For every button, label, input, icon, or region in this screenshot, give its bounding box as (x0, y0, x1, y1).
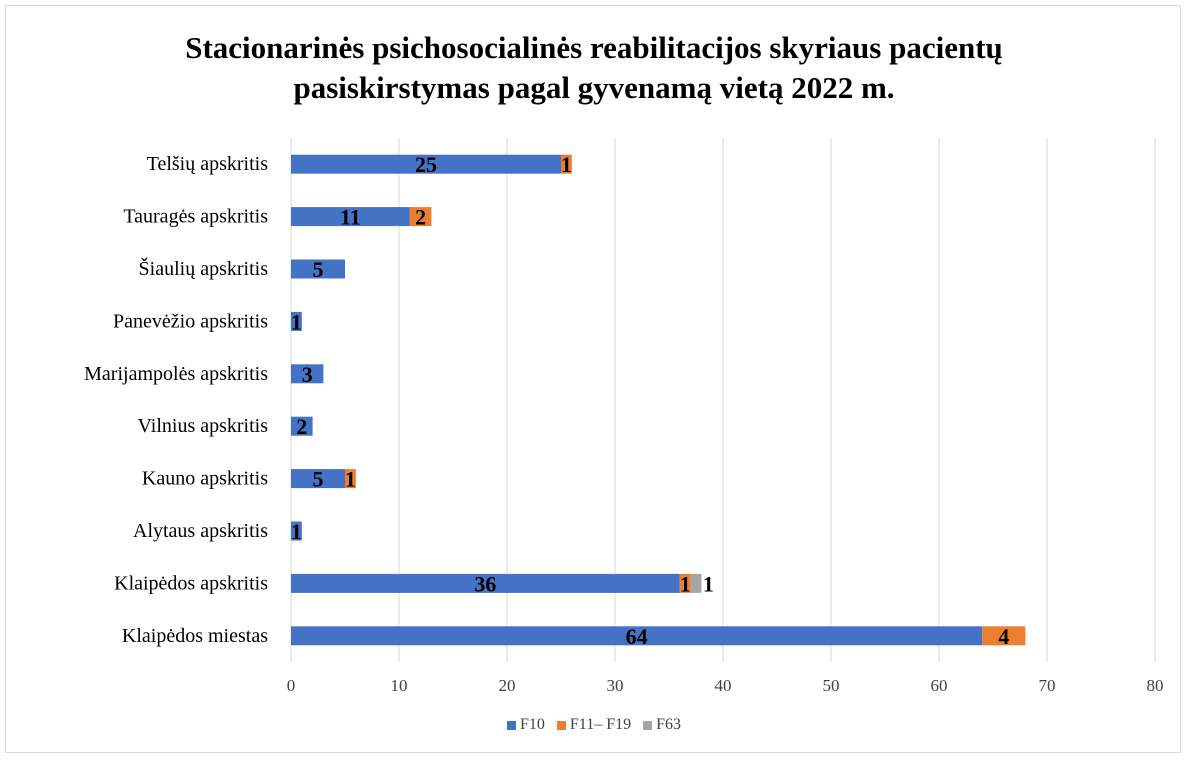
bar-segment-f10 (291, 154, 561, 174)
bar-segment-f10 (291, 364, 324, 384)
bar-segment-f10 (291, 259, 345, 279)
bar-segment-f63 (690, 573, 702, 593)
bar-segment-f11-f19 (561, 154, 572, 174)
x-tick-label: 70 (1039, 676, 1056, 695)
x-tick-label: 0 (287, 676, 296, 695)
x-tick-label: 30 (607, 676, 624, 695)
legend-label: F11– F19 (569, 716, 632, 733)
data-label: 1 (291, 519, 302, 544)
legend-swatch (643, 720, 653, 730)
legend-item: F63 (643, 716, 681, 734)
category-label: Tauragės apskritis (123, 206, 268, 228)
category-label: Šiaulių apskritis (139, 256, 269, 280)
bar-segment-f10 (291, 416, 313, 436)
x-tick-label: 40 (715, 676, 732, 695)
x-tick-label: 20 (499, 676, 516, 695)
category-label: Alytaus apskritis (133, 520, 268, 542)
bar-segment-f10 (291, 469, 345, 489)
data-label: 25 (415, 152, 437, 177)
legend-item: F10 (506, 716, 545, 734)
legend-label: F63 (656, 716, 681, 733)
data-label: 1 (345, 467, 356, 492)
category-label: Klaipėdos apskritis (114, 572, 268, 594)
data-label: 11 (340, 205, 361, 230)
category-label: Klaipėdos miestas (122, 625, 268, 647)
legend-label: F10 (519, 716, 545, 733)
category-label: Kauno apskritis (142, 468, 268, 490)
category-label: Panevėžio apskritis (113, 310, 268, 332)
chart-title-line-1: Stacionarinės psichosocialinės reabilita… (185, 30, 1003, 65)
data-label: 4 (998, 624, 1009, 649)
bar-segment-f10 (291, 207, 410, 227)
chart-title-line-2: pasiskirstymas pagal gyvenamą vietą 2022… (293, 70, 895, 105)
chart-title: Stacionarinės psichosocialinės reabilita… (0, 28, 1188, 108)
data-label: 3 (302, 362, 313, 387)
data-label: 5 (313, 257, 324, 282)
legend-item: F11– F19 (556, 716, 632, 734)
chart-legend: F10 F11– F19 F63 (0, 716, 1188, 735)
bar-segment-f11-f19 (345, 469, 356, 489)
bar-segment-f11-f19 (409, 207, 432, 227)
legend-swatch (556, 720, 566, 730)
data-label: 36 (474, 571, 496, 596)
category-label: Telšių apskritis (147, 153, 269, 175)
data-label: 2 (296, 414, 307, 439)
bar-segment-f10 (291, 626, 983, 646)
x-tick-label: 10 (391, 676, 408, 695)
data-label: 1 (703, 571, 714, 596)
bar-segment-f10 (291, 311, 302, 331)
data-label: 64 (626, 624, 648, 649)
data-label: 5 (313, 467, 324, 492)
bar-segment-f11-f19 (982, 626, 1026, 646)
x-tick-label: 50 (823, 676, 840, 695)
x-tick-label: 60 (931, 676, 948, 695)
legend-swatch (506, 720, 516, 730)
bar-segment-f11-f19 (679, 573, 691, 593)
data-label: 1 (680, 571, 691, 596)
data-label: 1 (291, 309, 302, 334)
bar-segment-f10 (291, 521, 302, 541)
bar-segment-f10 (291, 573, 680, 593)
data-label: 2 (415, 205, 426, 230)
x-tick-label: 80 (1147, 676, 1164, 695)
category-label: Vilnius apskritis (138, 415, 269, 437)
category-label: Marijampolės apskritis (84, 363, 268, 385)
data-label: 1 (561, 152, 572, 177)
